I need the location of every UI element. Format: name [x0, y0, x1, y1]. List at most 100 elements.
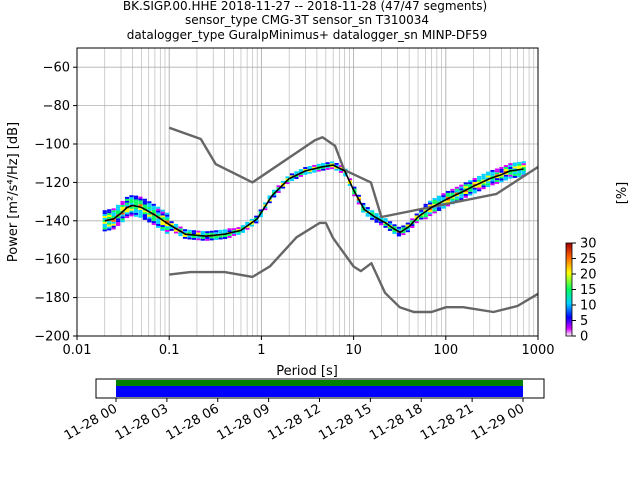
ppsd-cell [231, 232, 237, 234]
ppsd-cell [436, 209, 442, 211]
ppsd-cell [481, 187, 486, 190]
ppsd-cell [169, 228, 174, 231]
ppsd-cell [133, 210, 139, 213]
ppsd-cell [129, 210, 134, 213]
ppsd-cell [410, 220, 415, 223]
ppsd-cell [187, 237, 192, 240]
ppsd-cell [111, 208, 116, 211]
timeline-tick-label: 11-29 00 [469, 401, 527, 443]
ppsd-cell [165, 226, 170, 229]
ppsd-cell [196, 238, 201, 241]
ppsd-cell [165, 212, 170, 215]
ppsd-cell [138, 204, 143, 207]
ppsd-cell [156, 206, 161, 209]
ppsd-cell [231, 233, 237, 236]
ppsd-cell [227, 235, 232, 238]
ppsd-cell [450, 192, 455, 195]
ppsd-cell [419, 209, 424, 212]
ppsd-cell [352, 192, 357, 195]
ppsd-cell [383, 218, 388, 221]
ppsd-cell [485, 173, 491, 176]
ppsd-cell [468, 184, 473, 186]
ppsd-cell [124, 198, 130, 201]
ppsd-cell [423, 215, 428, 218]
ppsd-cell [124, 200, 130, 203]
y-axis-label: Power [m²/s⁴/Hz] [dB] [6, 122, 21, 262]
ppsd-cell [129, 214, 134, 217]
ppsd-cell [312, 170, 317, 173]
ppsd-cell [147, 208, 152, 211]
ppsd-cell [227, 234, 232, 236]
ppsd-cell [370, 217, 375, 220]
ppsd-cell [472, 179, 477, 182]
ppsd-cell [289, 175, 295, 178]
ppsd-cell [209, 230, 214, 233]
ppsd-cell [445, 190, 451, 193]
ppsd-cell [280, 186, 286, 189]
ppsd-cell [459, 190, 464, 193]
ppsd-cell [468, 187, 473, 190]
colorbar-tick-label: 15 [580, 283, 597, 298]
ppsd-cell [494, 181, 500, 184]
ppsd-cell [423, 213, 428, 216]
ppsd-cell [182, 231, 188, 234]
ppsd-cell [133, 209, 139, 211]
ppsd-cell [102, 210, 107, 213]
ppsd-cell [419, 211, 424, 214]
ppsd-cell [258, 209, 263, 212]
ppsd-cell [423, 217, 428, 220]
ppsd-cell [387, 228, 393, 231]
ppsd-cell [454, 190, 459, 193]
ppsd-cell [120, 220, 125, 223]
ppsd-cell [120, 202, 125, 205]
ppsd-cell [517, 173, 522, 176]
ppsd-cell [102, 229, 107, 232]
ppsd-cell [365, 208, 370, 211]
ppsd-cell [147, 207, 152, 209]
ppsd-cell [218, 237, 223, 240]
ppsd-cell [485, 175, 491, 178]
ppsd-cell [423, 203, 428, 206]
ppsd-cell [343, 174, 348, 177]
ppsd-cell [102, 214, 107, 216]
ppsd-cell [374, 218, 379, 221]
ppsd-cell [254, 221, 259, 224]
ppsd-cell [499, 172, 504, 175]
ppsd-cell [499, 174, 504, 177]
timeline-bars [116, 380, 523, 397]
timeline-tick-label: 11-28 18 [367, 401, 425, 443]
ppsd-cell [459, 196, 464, 199]
mean-line [104, 164, 524, 237]
ppsd-cell [245, 221, 250, 224]
ppsd-cell [151, 203, 156, 206]
ppsd-cell [102, 216, 107, 218]
ppsd-cell [499, 170, 504, 173]
ppsd-cell [356, 202, 361, 205]
ppsd-cell [116, 220, 121, 223]
ppsd-cell [490, 177, 495, 180]
ppsd-cell [485, 179, 491, 182]
ppsd-cell [419, 217, 424, 220]
ppsd-cell [178, 232, 183, 235]
ppsd-cell [129, 197, 134, 200]
ppsd-cell [503, 176, 508, 179]
ppsd-cell [441, 197, 446, 200]
ppsd-cell [160, 221, 165, 224]
ppsd-cell [147, 205, 152, 208]
ppsd-cell [414, 221, 419, 224]
ppsd-cell [120, 208, 125, 211]
x-ticks: 0.01 0.1 1 10 100 1000 [63, 336, 555, 358]
ppsd-cell [124, 214, 130, 217]
ppsd-cell [156, 210, 161, 213]
ppsd-cell [508, 163, 513, 166]
ppsd-cell [133, 207, 139, 210]
ppsd-cell [463, 182, 468, 185]
ppsd-cell [133, 197, 139, 200]
ppsd-cell [151, 205, 156, 208]
y-tick-label: −200 [34, 330, 70, 345]
ppsd-cell [209, 236, 214, 239]
ppsd-cell [249, 218, 254, 221]
ppsd-cell [370, 210, 375, 213]
ppsd-cell [378, 217, 384, 220]
